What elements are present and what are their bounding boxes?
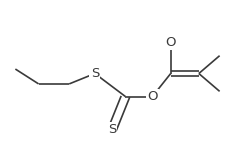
- Text: S: S: [108, 123, 116, 136]
- Text: S: S: [91, 67, 99, 80]
- Text: O: O: [166, 36, 176, 49]
- Text: O: O: [147, 90, 158, 103]
